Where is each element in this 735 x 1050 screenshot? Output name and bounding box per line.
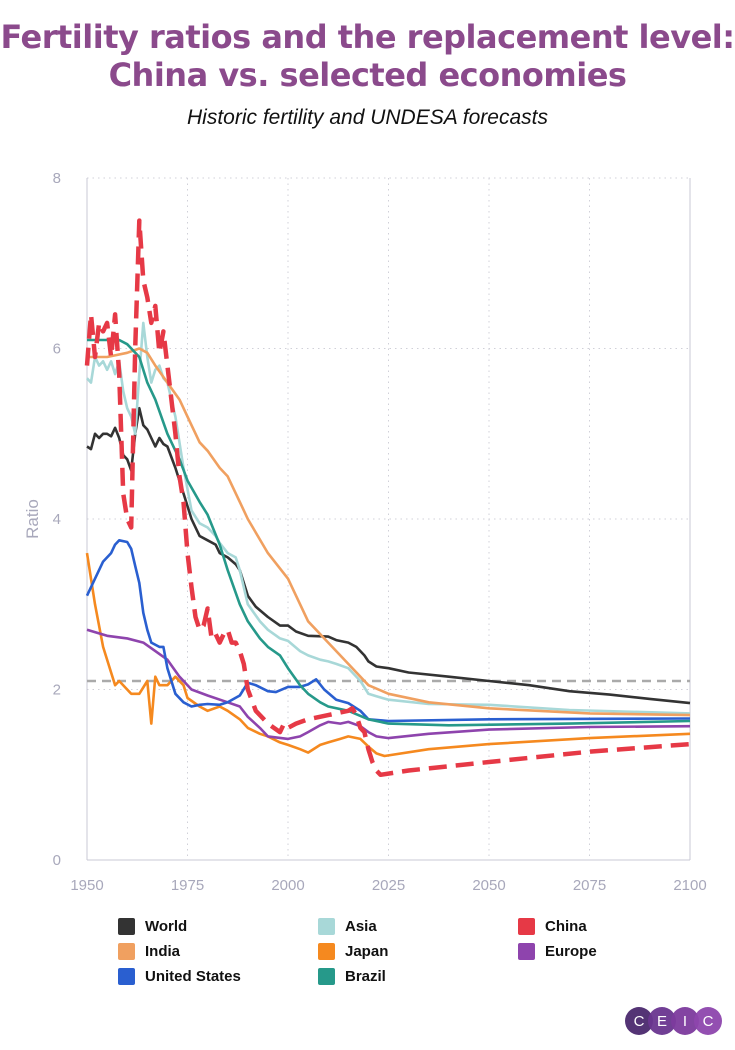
series-line-india <box>87 347 691 717</box>
legend-item[interactable]: China <box>518 918 658 935</box>
y-tick-label: 4 <box>53 511 61 528</box>
y-axis-label: Ratio <box>23 499 42 539</box>
legend-swatch <box>118 918 135 935</box>
logo-letter: C <box>694 1007 722 1035</box>
title-line-1: Fertility ratios and the replacement lev… <box>0 18 735 56</box>
x-tick-label: 1975 <box>171 877 204 894</box>
legend-item[interactable]: India <box>118 943 318 960</box>
series-line-brazil <box>87 338 691 727</box>
series-line-japan <box>85 552 691 758</box>
legend-item[interactable]: Japan <box>318 943 518 960</box>
legend-label: China <box>545 918 587 935</box>
legend-item[interactable]: World <box>118 918 318 935</box>
legend: World Asia China India Japan Europe United Sta… <box>118 918 638 985</box>
series-line-china <box>84 218 691 778</box>
line-chart: 0 2 4 6 8 1950 1975 2000 2025 2050 2075 2100 Ratio <box>23 170 707 894</box>
logo-letter: I <box>671 1007 699 1035</box>
legend-label: World <box>145 918 188 935</box>
legend-label: Brazil <box>345 968 386 985</box>
legend-label: United States <box>145 968 241 985</box>
series-line-europe <box>86 628 691 741</box>
x-tick-label: 1950 <box>70 877 103 894</box>
legend-label: Europe <box>545 943 597 960</box>
legend-label: Japan <box>345 943 389 960</box>
legend-swatch <box>518 918 535 935</box>
legend-label: Asia <box>345 918 377 935</box>
legend-swatch <box>118 968 135 985</box>
y-tick-label: 2 <box>53 682 61 699</box>
legend-swatch <box>318 943 335 960</box>
x-tick-label: 2075 <box>573 877 606 894</box>
y-tick-label: 6 <box>53 341 61 358</box>
title-line-2: China vs. selected economies <box>108 56 627 94</box>
legend-swatch <box>118 943 135 960</box>
legend-label: India <box>145 943 181 960</box>
y-tick-label: 8 <box>53 170 61 187</box>
legend-item[interactable]: Europe <box>518 943 658 960</box>
legend-swatch <box>318 918 335 935</box>
chart-title: Fertility ratios and the replacement lev… <box>0 18 735 94</box>
x-tick-label: 2100 <box>673 877 706 894</box>
legend-item[interactable]: Asia <box>318 918 518 935</box>
legend-swatch <box>518 943 535 960</box>
y-tick-label: 0 <box>53 852 61 869</box>
legend-item[interactable]: Brazil <box>318 968 518 985</box>
x-tick-label: 2025 <box>372 877 405 894</box>
x-tick-label: 2000 <box>271 877 304 894</box>
chart-subtitle: Historic fertility and UNDESA forecasts <box>187 106 548 129</box>
legend-swatch <box>318 968 335 985</box>
x-tick-label: 2050 <box>472 877 505 894</box>
series-line-asia <box>86 321 691 715</box>
series-line-united-states <box>85 539 691 723</box>
legend-item[interactable]: United States <box>118 968 318 985</box>
